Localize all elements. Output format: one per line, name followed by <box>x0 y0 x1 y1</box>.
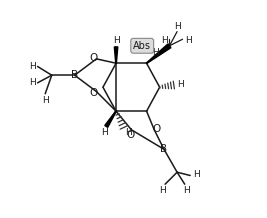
Text: O: O <box>90 53 98 63</box>
Text: O: O <box>126 130 134 140</box>
Text: H: H <box>152 48 159 57</box>
Text: H: H <box>193 170 200 179</box>
Text: H: H <box>160 186 166 195</box>
Text: H: H <box>184 36 191 45</box>
Text: H: H <box>29 78 36 87</box>
Text: H: H <box>113 36 119 45</box>
Text: O: O <box>153 124 161 134</box>
Text: B: B <box>71 70 78 80</box>
Text: H: H <box>177 80 184 89</box>
Polygon shape <box>146 44 171 63</box>
Text: H: H <box>161 36 167 45</box>
Text: H: H <box>183 186 190 195</box>
Text: H: H <box>174 22 180 31</box>
Text: O: O <box>90 88 98 98</box>
Text: H: H <box>42 96 49 105</box>
Text: B: B <box>160 144 168 154</box>
Text: H: H <box>101 128 107 138</box>
Polygon shape <box>114 47 118 63</box>
Text: Abs: Abs <box>133 41 151 51</box>
Text: H: H <box>125 128 131 138</box>
Text: H: H <box>29 62 36 71</box>
Polygon shape <box>105 111 116 127</box>
